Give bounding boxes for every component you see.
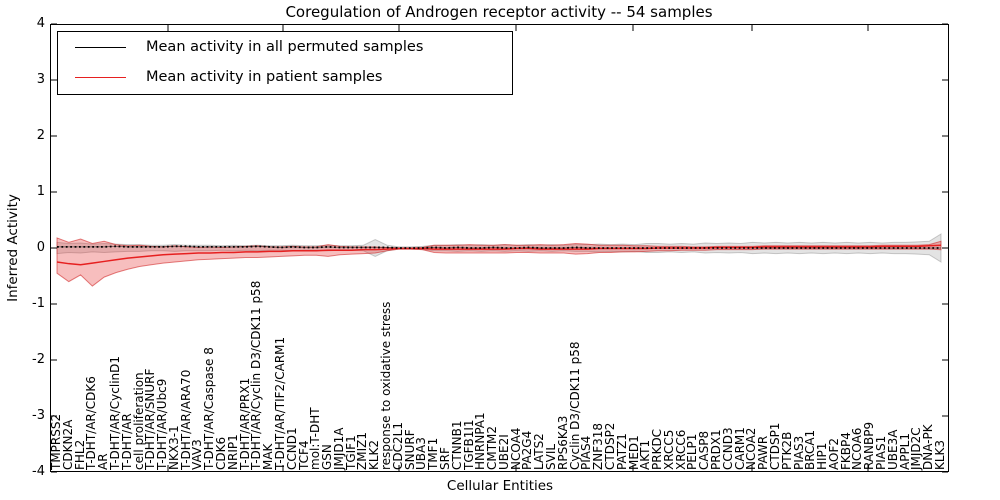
band-1 [56, 237, 942, 287]
x-axis-label: Cellular Entities [446, 478, 554, 494]
x-category-label: KLK3 [933, 439, 947, 470]
legend-item-patient: Mean activity in patient samples [58, 62, 512, 92]
permuted-line-sample [75, 46, 126, 48]
x-category-label: T-DHT/AR/Cyclin D3/CDK11 p58 [249, 280, 264, 470]
y-tick-label: -3 [32, 408, 45, 423]
y-tick-label: 0 [36, 240, 45, 255]
y-tick-label: -2 [32, 352, 45, 367]
permuted-mean-line-base [57, 245, 941, 249]
y-tick-label: -1 [32, 296, 45, 311]
chart-title: Coregulation of Androgen receptor activi… [285, 3, 713, 21]
y-tick-label: 3 [36, 72, 45, 87]
plot-frame [49, 23, 950, 473]
legend: Mean activity in all permuted samples Me… [57, 31, 513, 95]
legend-item-label: Mean activity in all permuted samples [146, 39, 424, 55]
y-tick-label: 4 [36, 16, 45, 31]
y-tick-label: 2 [36, 128, 45, 143]
patient-mean-line [56, 244, 942, 266]
patient-line-sample [75, 76, 126, 78]
y-tick-label: 1 [36, 184, 45, 199]
legend-item-label: Mean activity in patient samples [146, 69, 383, 85]
legend-item-permuted: Mean activity in all permuted samples [58, 32, 512, 62]
y-tick-label: -4 [32, 464, 45, 479]
